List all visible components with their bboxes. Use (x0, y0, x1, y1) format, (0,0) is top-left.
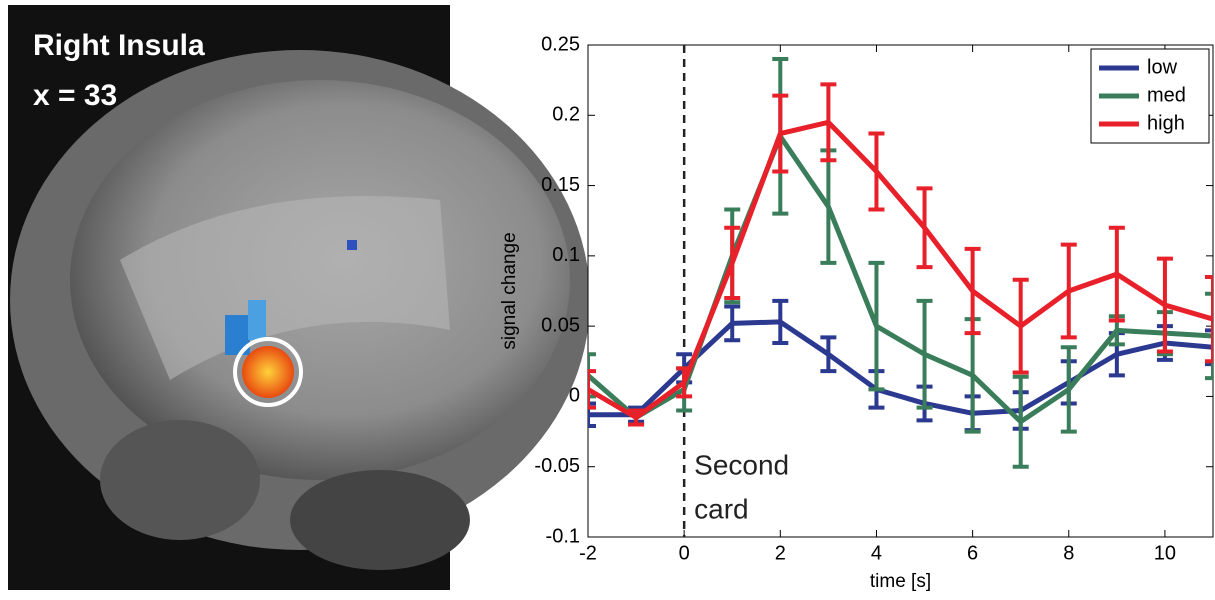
y-axis-label: signal change (499, 232, 520, 349)
x-tick-label: 2 (775, 542, 786, 564)
y-tick-label: 0.1 (552, 244, 580, 266)
x-tick-label: 0 (679, 542, 690, 564)
y-tick-label: -0.05 (534, 455, 580, 477)
y-tick-label: 0.2 (552, 104, 580, 126)
x-tick-label: -2 (579, 542, 597, 564)
y-tick-label: -0.1 (546, 525, 580, 547)
x-tick-label: 10 (1154, 542, 1176, 564)
legend-label: med (1147, 84, 1186, 106)
y-tick-label: 0.15 (541, 174, 580, 196)
y-tick-label: 0 (569, 385, 580, 407)
figure: Right Insula x = 33 -0.1 -0.05 0 0.05 0.1 0.1… (0, 0, 1215, 595)
panel-title: Right Insula (33, 29, 205, 62)
x-tick-label: 6 (967, 542, 978, 564)
annotation: Second (694, 449, 789, 480)
y-tick-label: 0.05 (541, 314, 580, 336)
legend-label: low (1147, 56, 1178, 78)
chart: -0.1 -0.05 0 0.05 0.1 0.15 0.2 0.25 -2 0 2 4 6 8 10 tim… (499, 33, 1215, 592)
x-tick-label: 4 (871, 542, 882, 564)
x-axis-label: time [s] (870, 571, 931, 592)
x-tick-label: 8 (1063, 542, 1074, 564)
panel-subtitle: x = 33 (33, 79, 117, 112)
y-tick-label: 0.25 (541, 33, 580, 55)
annotation: card (694, 493, 748, 524)
legend-label: high (1147, 112, 1185, 134)
